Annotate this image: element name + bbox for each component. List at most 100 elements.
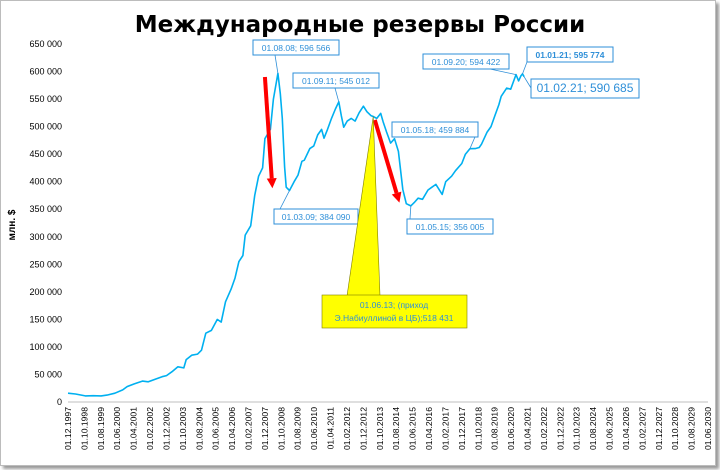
x-tick-label: 01.08.2024 [588, 407, 598, 450]
y-tick-label: 100 000 [29, 342, 62, 352]
trend-arrow-head [391, 191, 402, 203]
callout-box [391, 121, 479, 138]
callout-pointer [346, 116, 381, 297]
x-tick-label: 01.06.2010 [309, 407, 319, 450]
trend-arrow-shaft [262, 76, 274, 179]
x-tick-label: 01.12.2002 [161, 407, 171, 450]
annotation-callout: 01.03.09; 384 090 [273, 190, 359, 225]
x-tick-label: 01.08.2014 [391, 407, 401, 450]
x-tick-label: 01.10.1998 [79, 407, 89, 450]
annotation-callout: 01.02.21; 590 685 [523, 76, 640, 99]
y-tick-label: 300 000 [29, 232, 62, 242]
callout-label: 01.05.15; 356 005 [416, 222, 485, 232]
callout-box [526, 46, 614, 63]
callout-leader [279, 190, 290, 210]
x-tick-label: 01.04.2006 [227, 407, 237, 450]
callout-leader [489, 68, 517, 76]
x-tick-label: 01.02.2017 [440, 407, 450, 450]
x-tick-label: 01.12.2012 [358, 407, 368, 450]
x-tick-label: 01.12.2027 [654, 407, 664, 450]
y-tick-label: 450 000 [29, 149, 62, 159]
x-tick-label: 01.06.2030 [703, 407, 713, 450]
callout-box [530, 78, 640, 99]
x-tick-label: 01.02.2027 [637, 407, 647, 450]
x-tick-label: 01.04.2021 [522, 407, 532, 450]
annotation-callout: 01.08.08; 596 566 [252, 39, 340, 74]
x-tick-label: 01.08.2019 [490, 407, 500, 450]
callout-leader [522, 61, 528, 75]
x-tick-label: 01.04.2001 [129, 407, 139, 450]
annotation-callouts: 01.08.08; 596 566 01.09.11; 545 012 01.03.… [252, 39, 640, 329]
annotation-callout: 01.09.20; 594 422 [422, 53, 517, 76]
annotation-callout: 01.09.11; 545 012 [292, 72, 380, 102]
callout-label: 01.09.20; 594 422 [432, 57, 501, 67]
x-tick-labels: 01.12.1997 01.10.1998 01.08.1999 01.06.2000… [63, 407, 713, 450]
y-tick-label: 250 000 [29, 259, 62, 269]
x-tick-label: 01.10.2018 [473, 407, 483, 450]
x-tick-label: 01.10.2028 [670, 407, 680, 450]
x-tick-label: 01.06.2015 [408, 407, 418, 450]
x-tick-label: 01.04.2016 [424, 407, 434, 450]
x-tick-label: 01.08.2029 [687, 407, 697, 450]
callout-box [292, 72, 380, 89]
x-tick-label: 01.12.1997 [63, 407, 73, 450]
callout-box [406, 218, 494, 235]
callout-label: 01.09.11; 545 012 [302, 76, 370, 86]
y-tick-label: 150 000 [29, 314, 62, 324]
callout-box [273, 208, 359, 225]
callout-label-line2: Э.Набиуллиной в ЦБ);518 431 [335, 313, 454, 323]
x-tick-label: 01.06.2025 [605, 407, 615, 450]
y-tick-label: 500 000 [29, 122, 62, 132]
y-tick-label: 550 000 [29, 94, 62, 104]
trend-arrow-head [266, 177, 277, 189]
trend-arrow-shaft [372, 119, 399, 194]
x-tick-label: 01.12.2007 [260, 407, 270, 450]
x-tick-label: 01.06.2020 [506, 407, 516, 450]
y-tick-label: 50 000 [34, 369, 62, 379]
x-tick-label: 01.02.2002 [145, 407, 155, 450]
callout-label: 01.08.08; 596 566 [262, 43, 331, 53]
x-tick-label: 01.12.2022 [555, 407, 565, 450]
y-tick-label: 0 [57, 397, 62, 407]
callout-leader [409, 205, 412, 220]
annotation-callout: 01.05.15; 356 005 [406, 205, 494, 235]
callout-label: 01.03.09; 384 090 [282, 212, 351, 222]
callout-box [252, 39, 340, 56]
callout-leader [334, 87, 340, 102]
x-tick-label: 01.04.2026 [621, 407, 631, 450]
y-tick-label: 350 000 [29, 204, 62, 214]
y-tick-labels: 0 50 000 100 000 150 000 200 000 250 000 300 0… [29, 39, 62, 407]
annotation-callout: 01.05.18; 459 884 [391, 121, 479, 149]
x-tick-label: 01.04.2011 [326, 407, 336, 450]
callout-box [422, 53, 510, 70]
y-tick-label: 600 000 [29, 67, 62, 77]
callout-label-line1: 01.06.13; (приход [360, 300, 428, 310]
x-tick-label: 01.02.2012 [342, 407, 352, 450]
y-tick-label: 650 000 [29, 39, 62, 49]
reserves-line [67, 72, 525, 397]
callout-label: 01.05.18; 459 884 [401, 125, 470, 135]
y-tick-label: 400 000 [29, 177, 62, 187]
callout-leader [523, 76, 532, 89]
callout-leader [274, 54, 279, 74]
chart-title: Международные резервы России [135, 12, 586, 38]
x-tick-label: 01.02.2022 [539, 407, 549, 450]
x-tick-label: 01.10.2023 [572, 407, 582, 450]
x-tick-label: 01.02.2007 [244, 407, 254, 450]
x-tick-label: 01.10.2008 [276, 407, 286, 450]
callout-label: 01.01.21; 595 774 [535, 50, 604, 60]
x-tick-label: 01.08.1999 [96, 407, 106, 450]
annotation-callout: 01.01.21; 595 774 [522, 46, 614, 75]
callout-label: 01.02.21; 590 685 [537, 81, 634, 95]
y-axis-label: млн. $ [7, 209, 18, 240]
x-tick-label: 01.12.2017 [457, 407, 467, 450]
x-tick-label: 01.10.2013 [375, 407, 385, 450]
x-tick-label: 01.08.2009 [293, 407, 303, 450]
x-tick-label: 01.10.2003 [178, 407, 188, 450]
y-tick-label: 200 000 [29, 287, 62, 297]
x-tick-label: 01.06.2005 [211, 407, 221, 450]
x-tick-label: 01.06.2000 [112, 407, 122, 450]
x-tick-label: 01.08.2004 [194, 407, 204, 450]
trend-arrows [262, 76, 402, 203]
